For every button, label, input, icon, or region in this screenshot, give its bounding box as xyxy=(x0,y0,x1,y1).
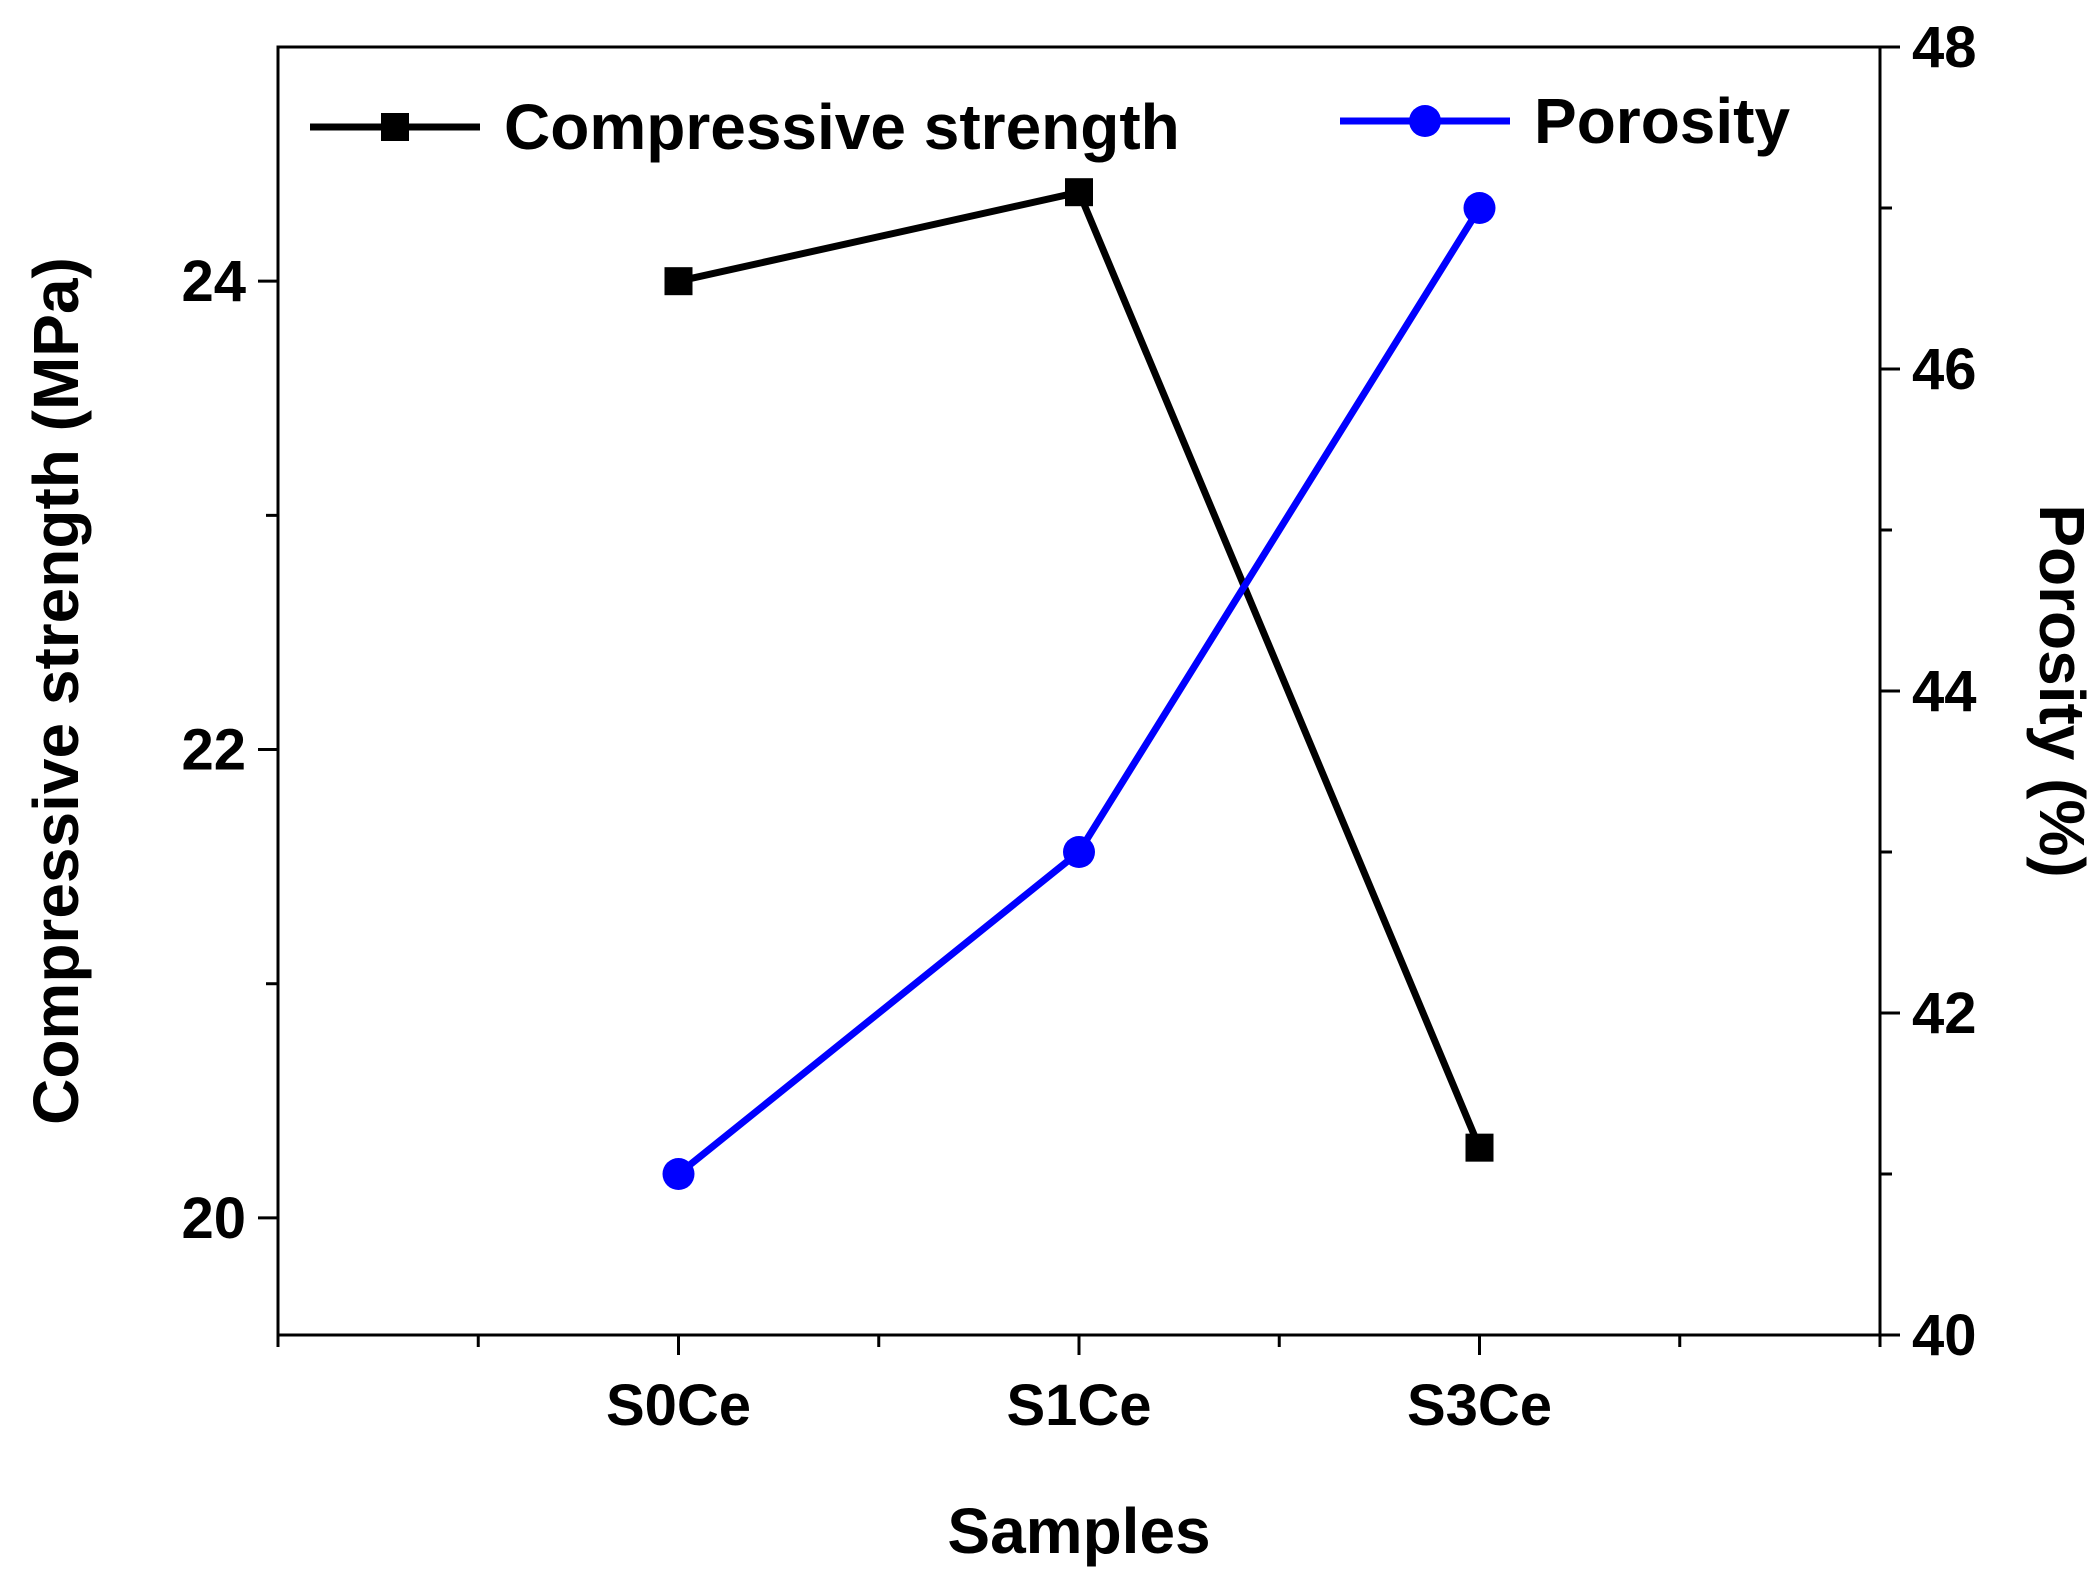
x-tick-label: S0Ce xyxy=(606,1373,751,1438)
plot-frame xyxy=(276,45,1882,1337)
porosity-point xyxy=(662,1158,695,1190)
compressive-strength-point xyxy=(1065,178,1093,207)
y2-tick-label: 46 xyxy=(1912,337,1977,402)
legend-porosity-marker xyxy=(1409,105,1441,137)
legend-compressive-strength-marker xyxy=(381,113,409,141)
y2-tick-label: 44 xyxy=(1912,659,1977,724)
y2-tick-label: 42 xyxy=(1912,981,1977,1046)
x-axis-title: Samples xyxy=(947,1495,1210,1567)
y-tick-label: 20 xyxy=(181,1186,246,1251)
axes-layer: S0Ce S1Ce S3Ce 20 22 24 40 42 44 46 48 xyxy=(181,15,1976,1438)
y2-axis-title: Porosity (%) xyxy=(2026,504,2095,877)
y-axis-title: Compressive strength (MPa) xyxy=(20,257,92,1125)
legend: Compressive strength Porosity xyxy=(310,85,1790,163)
porosity-line xyxy=(676,206,1483,1177)
y-tick-label: 24 xyxy=(181,249,246,314)
compressive-strength-point xyxy=(664,267,693,296)
x-tick-label: S1Ce xyxy=(1006,1373,1151,1438)
legend-porosity-label: Porosity xyxy=(1534,85,1790,157)
compressive-strength-point xyxy=(1465,1133,1494,1162)
legend-compressive-strength-label: Compressive strength xyxy=(504,91,1180,163)
porosity-point xyxy=(1063,836,1095,868)
series-layer xyxy=(662,178,1496,1190)
y-tick-label: 22 xyxy=(181,718,246,783)
x-tick-label: S3Ce xyxy=(1407,1373,1552,1438)
y2-tick-label: 40 xyxy=(1912,1303,1977,1368)
y2-tick-label: 48 xyxy=(1912,15,1977,80)
porosity-point xyxy=(1463,192,1496,224)
compressive-strength-line xyxy=(677,188,1483,1150)
